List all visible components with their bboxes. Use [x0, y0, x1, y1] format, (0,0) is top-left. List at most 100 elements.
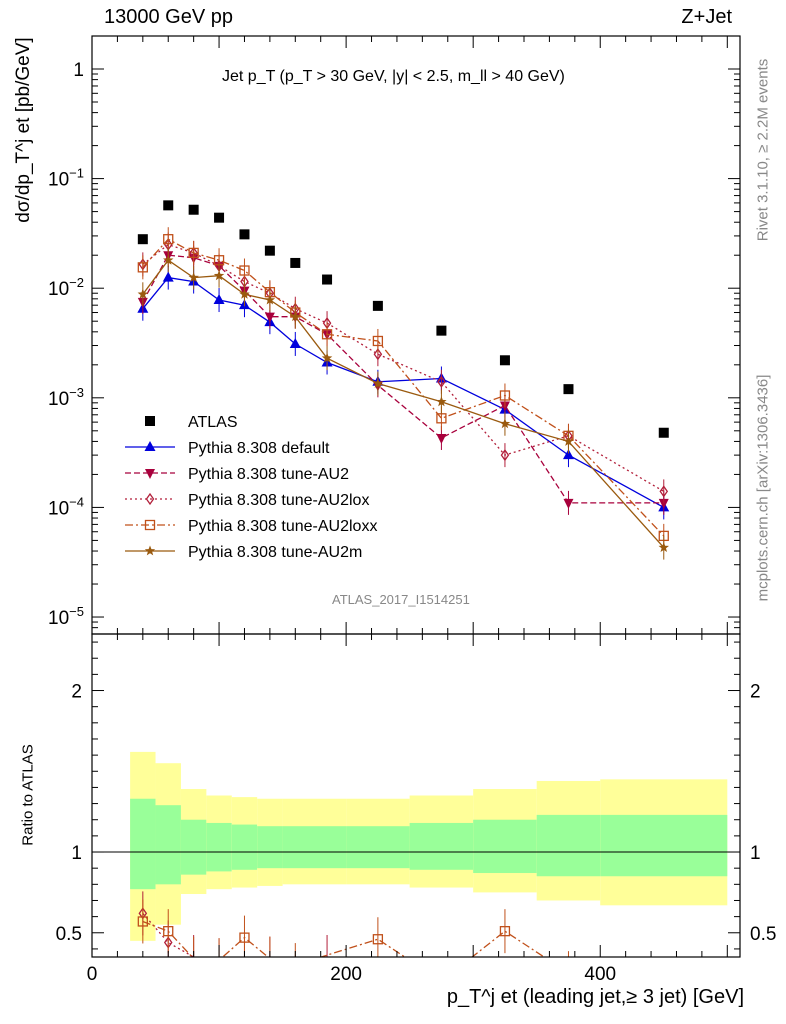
legend-marker-pythia-8-308-default — [144, 441, 156, 451]
data-point-pythia-8-308-tune-au2m — [290, 311, 301, 322]
data-point-pythia-8-308-default — [562, 449, 574, 460]
data-point-pythia-8-308-tune-au2loxx — [372, 335, 384, 347]
data-point-pythia-8-308-tune-au2lox — [659, 485, 669, 498]
ratio-y-tick-label: 0.5 — [56, 924, 82, 945]
analysis-watermark: ATLAS_2017_I1514251 — [332, 592, 470, 607]
main-panel-title: Jet p_T (p_T > 30 GeV, |y| < 2.5, m_ll >… — [222, 68, 565, 85]
legend-label-pythia-8-308-tune-au2m: Pythia 8.308 tune-AU2m — [188, 544, 362, 561]
data-point-pythia-8-308-tune-au2loxx — [321, 329, 333, 340]
main-y-axis-label: dσ/dp_T^j et [pb/GeV] — [13, 37, 34, 223]
stat-band — [409, 822, 474, 870]
data-point-pythia-8-308-tune-au2m — [264, 294, 276, 305]
ratio-y-tick-label-right: 2 — [750, 682, 761, 703]
rivet-label: Rivet 3.1.10, ≥ 2.2M events — [754, 58, 772, 242]
ratio-point-pythia-8-308-tune-au2loxx — [137, 916, 148, 927]
legend-label-atlas: ATLAS — [188, 414, 238, 431]
stat-band — [536, 814, 601, 877]
data-point-pythia-8-308-tune-au2 — [658, 498, 669, 509]
legend-marker-pythia-8-308-tune-au2lox — [145, 492, 155, 506]
ratio-point-pythia-8-308-tune-au2loxx — [239, 932, 250, 943]
data-point-atlas — [239, 229, 250, 240]
ratio-point-pythia-8-308-tune-au2loxx — [163, 926, 174, 937]
main-y-tick-label: 10−3 — [48, 385, 84, 410]
legend-label-pythia-8-308-tune-au2lox: Pythia 8.308 tune-AU2lox — [188, 492, 369, 509]
data-point-pythia-8-308-tune-au2loxx — [436, 413, 447, 424]
data-point-pythia-8-308-tune-au2lox — [373, 348, 383, 361]
data-point-atlas — [436, 325, 447, 336]
data-point-pythia-8-308-tune-au2m — [372, 378, 384, 388]
data-point-atlas — [372, 300, 383, 311]
data-point-pythia-8-308-tune-au2loxx — [137, 262, 148, 273]
data-point-atlas — [290, 257, 301, 268]
stat-band — [257, 826, 283, 869]
data-point-pythia-8-308-tune-au2m — [563, 435, 574, 446]
ratio-content — [92, 751, 740, 957]
data-point-pythia-8-308-tune-au2lox — [500, 448, 510, 462]
data-point-pythia-8-308-tune-au2m — [188, 272, 199, 282]
data-point-pythia-8-308-tune-au2 — [264, 312, 275, 323]
stat-band — [155, 805, 181, 885]
ratio-y-tick-label: 2 — [71, 682, 82, 703]
main-y-tick-label: 1 — [73, 60, 84, 81]
ratio-frame — [91, 633, 741, 958]
data-point-atlas — [658, 427, 669, 438]
legend-label-pythia-8-308-default: Pythia 8.308 default — [188, 440, 330, 457]
data-point-pythia-8-308-tune-au2m — [213, 270, 225, 281]
main-y-tick-label: 10−5 — [48, 604, 84, 629]
ratio-y-axis-label: Ratio to ATLAS — [19, 744, 37, 846]
data-point-atlas — [188, 204, 199, 215]
stat-band — [130, 798, 156, 890]
stat-band — [308, 826, 347, 869]
stat-band — [473, 819, 537, 874]
data-point-pythia-8-308-tune-au2m — [499, 418, 511, 429]
ratio-line-pythia-8-308-tune-au2loxx — [142, 920, 546, 957]
data-point-pythia-8-308-tune-au2m — [658, 542, 669, 552]
x-axis-label: p_T^j et (leading jet,≥ 3 jet) [GeV] — [446, 986, 744, 1008]
data-point-atlas — [322, 274, 333, 285]
data-point-atlas — [137, 234, 148, 245]
x-tick-label: 0 — [87, 964, 98, 985]
stat-band — [282, 826, 308, 869]
data-point-pythia-8-308-default — [162, 271, 174, 282]
data-point-atlas — [264, 245, 275, 256]
ratio-y-tick-label-right: 0.5 — [750, 924, 776, 945]
data-point-pythia-8-308-tune-au2loxx — [499, 390, 511, 401]
data-point-pythia-8-308-default — [213, 294, 225, 305]
data-point-atlas — [214, 212, 225, 223]
data-point-pythia-8-308-tune-au2m — [436, 396, 447, 407]
data-point-pythia-8-308-tune-au2 — [436, 433, 447, 444]
main-y-tick-label: 10−2 — [48, 275, 84, 300]
ratio-y-tick-label-right: 1 — [750, 843, 761, 864]
data-point-pythia-8-308-tune-au2m — [163, 254, 174, 265]
data-point-atlas — [163, 200, 174, 211]
data-point-pythia-8-308-tune-au2m — [137, 288, 149, 299]
data-point-pythia-8-308-tune-au2m — [321, 352, 333, 363]
main-series-group — [137, 200, 670, 560]
stat-band — [346, 826, 410, 869]
data-point-pythia-8-308-tune-au2m — [239, 288, 250, 299]
data-point-pythia-8-308-tune-au2lox — [437, 375, 446, 388]
data-point-pythia-8-308-tune-au2loxx — [188, 247, 199, 259]
stat-band — [600, 814, 728, 877]
ratio-y-tick-label: 1 — [71, 843, 82, 864]
legend-label-pythia-8-308-tune-au2: Pythia 8.308 tune-AU2 — [188, 466, 349, 483]
x-tick-label: 200 — [330, 964, 362, 985]
legend-marker-pythia-8-308-tune-au2m — [144, 545, 156, 556]
stat-band — [231, 824, 258, 870]
data-point-pythia-8-308-tune-au2loxx — [163, 234, 174, 245]
data-point-pythia-8-308-tune-au2 — [563, 498, 574, 509]
legend-marker-pythia-8-308-tune-au2loxx — [144, 519, 156, 531]
data-point-atlas — [499, 355, 510, 366]
ratio-point-pythia-8-308-tune-au2loxx — [372, 934, 384, 945]
main-y-tick-label: 10−4 — [48, 494, 84, 519]
legend-marker-atlas — [145, 416, 155, 426]
energy-label: 13000 GeV pp — [104, 6, 233, 28]
mcplots-label: mcplots.cern.ch [arXiv:1306.3436] — [754, 374, 772, 602]
data-point-atlas — [563, 384, 574, 395]
process-label: Z+Jet — [681, 6, 732, 28]
stat-band — [206, 822, 232, 872]
data-point-pythia-8-308-default — [289, 337, 301, 348]
stat-band — [180, 819, 207, 875]
ratio-point-pythia-8-308-tune-au2loxx — [499, 926, 511, 937]
